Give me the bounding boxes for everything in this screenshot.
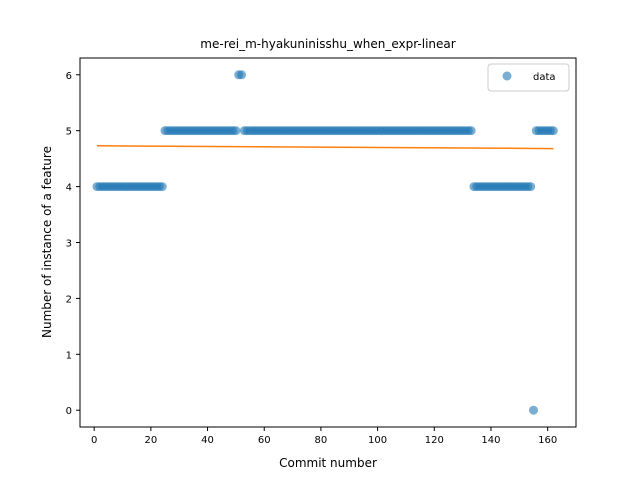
x-tick-label: 140 (481, 435, 500, 446)
y-axis-label: Number of instance of a feature (40, 146, 54, 338)
y-tick-label: 1 (66, 350, 72, 361)
chart-title: me-rei_m-hyakuninisshu_when_expr-linear (200, 37, 455, 51)
plot-area (92, 70, 558, 415)
x-axis: 0 20 40 60 80 100 120 140 160 (91, 427, 557, 446)
x-tick-label: 120 (425, 435, 444, 446)
x-tick-label: 0 (91, 435, 97, 446)
y-axis: 0 1 2 3 4 5 6 (66, 71, 80, 417)
legend-marker (502, 71, 512, 81)
data-point (528, 405, 538, 415)
x-tick-label: 20 (144, 435, 157, 446)
data-point (526, 182, 536, 192)
data-point (157, 182, 167, 192)
y-tick-label: 4 (66, 183, 72, 194)
data-point (231, 126, 241, 136)
legend-box (487, 63, 570, 92)
legend: data (487, 63, 570, 92)
data-point (237, 70, 247, 80)
x-axis-label: Commit number (279, 456, 377, 470)
x-tick-label: 80 (315, 435, 328, 446)
data-point (466, 126, 476, 136)
fit-line (97, 145, 554, 150)
y-tick-label: 0 (66, 406, 72, 417)
y-tick-label: 3 (66, 239, 72, 250)
x-tick-label: 160 (538, 435, 557, 446)
x-tick-label: 100 (368, 435, 387, 446)
y-tick-label: 6 (66, 71, 72, 82)
y-tick-label: 2 (66, 294, 72, 305)
x-tick-label: 40 (201, 435, 214, 446)
x-tick-label: 60 (258, 435, 271, 446)
y-tick-label: 5 (66, 127, 72, 138)
data-point (548, 126, 558, 136)
legend-label: data (533, 72, 556, 83)
